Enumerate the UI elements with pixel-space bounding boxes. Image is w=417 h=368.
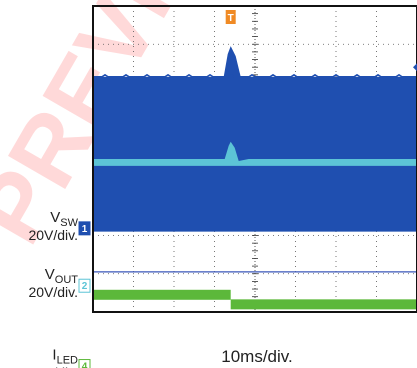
channel-marker-number-vout: 2 (82, 281, 88, 292)
channel-name-main-vsw: V (50, 209, 60, 226)
channel-name-main-iled: I (52, 347, 56, 364)
trace-iled-after (230, 299, 417, 310)
channel-marker-box-iled (78, 359, 91, 368)
trace-vsw-edge (93, 73, 417, 78)
channel-name-main-vout: V (45, 266, 55, 283)
channel-name-iled: ILED (52, 347, 78, 367)
channel-markers: T 1 2 4 (78, 10, 417, 368)
channel-name-subscript-vsw: SW (60, 217, 78, 229)
channel-name-subscript-vout: OUT (55, 274, 79, 286)
channel-marker-number-iled: 4 (82, 362, 88, 368)
plot-border (92, 5, 417, 313)
trigger-marker-label: T (228, 13, 234, 24)
channel-marker-box-vsw (78, 221, 91, 236)
channel-name-vout: VOUT (45, 266, 79, 286)
channel-scale-iled: 1A/div. (36, 365, 78, 368)
trace-vsw (93, 46, 417, 232)
x-axis-label: 10ms/div. (221, 347, 293, 366)
channel-marker-box-vout (78, 278, 91, 293)
traces (93, 46, 417, 310)
channel-scale-vsw: 20V/div. (28, 227, 78, 243)
plot-frame (92, 5, 417, 313)
channel-marker-number-vsw: 1 (82, 224, 88, 235)
trace-vout (93, 141, 417, 166)
channel-name-vsw: VSW (50, 209, 78, 229)
trigger-marker-box (225, 10, 236, 24)
channel-name-subscript-iled: LED (57, 355, 78, 367)
trace-offset-marker (413, 63, 417, 72)
channel-scale-vout: 20V/div. (28, 284, 78, 300)
trace-iled-before (93, 289, 231, 300)
